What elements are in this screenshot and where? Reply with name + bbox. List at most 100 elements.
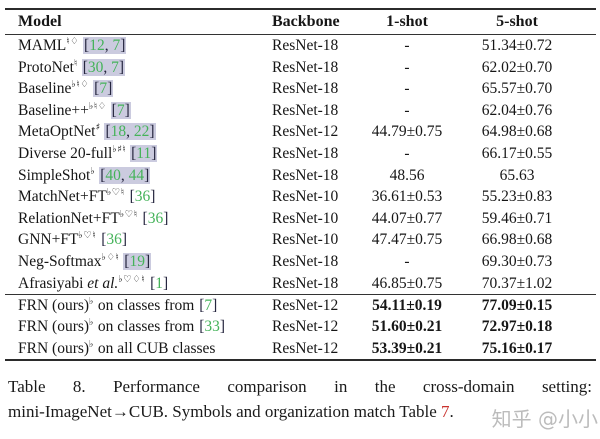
citation-number: 22 bbox=[133, 123, 150, 141]
citation-number: 11 bbox=[136, 144, 152, 162]
citation-bracket: ] bbox=[121, 231, 128, 249]
backbone-cell: ResNet-18 bbox=[272, 36, 339, 54]
citation-link[interactable]: [36] bbox=[142, 210, 170, 227]
citation-number: 19 bbox=[129, 252, 145, 270]
backbone-cell: ResNet-12 bbox=[272, 318, 339, 336]
table-row: ProtoNet♮ [30, 7] ResNet-18 - 62.02±0.70 bbox=[5, 57, 596, 79]
citation-bracket: [ bbox=[84, 36, 90, 54]
caption-line-2-period: . bbox=[449, 401, 454, 421]
citation-link[interactable]: [7] bbox=[93, 80, 114, 98]
citation-number: 36 bbox=[106, 231, 122, 249]
column-header-model: Model bbox=[18, 12, 62, 30]
five-shot-cell: 70.37±1.02 bbox=[481, 274, 553, 292]
caption-table-ref-link[interactable]: 7 bbox=[441, 401, 450, 421]
model-name: Baseline bbox=[18, 80, 72, 98]
citation-link[interactable]: [40, 44] bbox=[99, 166, 151, 184]
table-row: FRN (ours)♭ on classes from [33] ResNet-1… bbox=[5, 317, 596, 338]
model-name: Afrasiyabi bbox=[18, 274, 88, 292]
backbone-cell: ResNet-18 bbox=[272, 101, 339, 119]
five-shot-cell: 62.04±0.76 bbox=[481, 101, 553, 119]
citation-bracket: [ bbox=[142, 209, 148, 227]
model-name: RelationNet+FT bbox=[18, 209, 120, 227]
model-suffix-text: on classes from bbox=[94, 297, 195, 315]
citation-bracket: , bbox=[120, 166, 129, 184]
table-row: Diverse 20-full♭♯♮ [11] ResNet-18 - 66.17±0… bbox=[5, 143, 596, 165]
citation-bracket: [ bbox=[105, 123, 111, 141]
citation-bracket: ] bbox=[163, 274, 169, 292]
model-cell: MAML♮♢ [12, 7] bbox=[5, 37, 267, 55]
citation-bracket: ] bbox=[144, 252, 151, 270]
backbone-cell: ResNet-18 bbox=[272, 274, 339, 292]
one-shot-cell: - bbox=[404, 80, 410, 98]
model-cell: FRN (ours)♭ on all CUB classes bbox=[5, 339, 267, 358]
model-cell: SimpleShot♭ [40, 44] bbox=[5, 166, 267, 185]
model-cell: Diverse 20-full♭♯♮ [11] bbox=[5, 145, 267, 163]
table-row: Neg-Softmax♭♢♮ [19] ResNet-18 - 69.30±0.73 bbox=[5, 251, 596, 273]
citation-link[interactable]: [30, 7] bbox=[81, 58, 126, 76]
citation-bracket: ] bbox=[118, 58, 125, 76]
five-shot-cell: 65.63 bbox=[499, 166, 535, 184]
backbone-cell: ResNet-18 bbox=[272, 166, 339, 184]
citation-number: 7 bbox=[116, 101, 125, 119]
citation-link[interactable]: [36] bbox=[129, 188, 157, 205]
citation-bracket: [ bbox=[199, 297, 205, 315]
citation-link[interactable]: [36] bbox=[100, 231, 128, 248]
five-shot-cell: 65.57±0.70 bbox=[481, 80, 553, 98]
one-shot-cell: - bbox=[404, 36, 410, 54]
caption-line-2: mini-ImageNet→CUB. Symbols and organizat… bbox=[8, 400, 592, 425]
citation-link[interactable]: [7] bbox=[198, 297, 218, 314]
model-superscript-symbols: ♭♡♮ bbox=[78, 230, 97, 242]
model-superscript-symbols: ♮♢ bbox=[66, 35, 80, 47]
model-name: FRN (ours) bbox=[18, 318, 90, 336]
citation-link[interactable]: [1] bbox=[149, 275, 169, 292]
model-superscript-symbols: ♭ bbox=[89, 296, 95, 308]
table-rule-top bbox=[5, 8, 596, 10]
model-name-italic: et al. bbox=[87, 274, 119, 292]
citation-link[interactable]: [33] bbox=[198, 318, 226, 335]
citation-link[interactable]: [18, 22] bbox=[104, 123, 156, 141]
model-name: FRN (ours) bbox=[18, 339, 90, 357]
model-name: FRN (ours) bbox=[18, 297, 90, 315]
table-row: RelationNet+FT♭♡♮ [36] ResNet-10 44.07±0.7… bbox=[5, 208, 596, 230]
citation-bracket: [ bbox=[100, 166, 106, 184]
citation-link[interactable]: [12, 7] bbox=[83, 36, 127, 54]
model-superscript-symbols: ♭♯♮ bbox=[112, 143, 127, 155]
citation-bracket: [ bbox=[111, 101, 117, 119]
citation-number: 7 bbox=[112, 36, 121, 54]
citation-bracket: [ bbox=[82, 58, 88, 76]
table-rule-midrule bbox=[5, 294, 596, 296]
citation-number: 33 bbox=[204, 318, 220, 336]
citation-bracket: [ bbox=[124, 252, 130, 270]
citation-link[interactable]: [7] bbox=[110, 101, 131, 119]
model-cell: Neg-Softmax♭♢♮ [19] bbox=[5, 253, 267, 271]
backbone-cell: ResNet-10 bbox=[272, 209, 339, 227]
citation-bracket: ] bbox=[212, 297, 218, 315]
table-caption: Table 8. Performance comparison in the c… bbox=[8, 375, 592, 424]
citation-link[interactable]: [11] bbox=[130, 144, 158, 162]
model-name: ProtoNet bbox=[18, 58, 74, 76]
model-name: MatchNet+FT bbox=[18, 188, 107, 206]
five-shot-cell: 62.02±0.70 bbox=[481, 58, 553, 76]
table-row: Baseline++♭♮♢ [7] ResNet-18 - 62.04±0.76 bbox=[5, 100, 596, 122]
model-superscript-symbols: ♭♡♮ bbox=[106, 187, 125, 199]
table-header-row: Model Backbone 1-shot 5-shot bbox=[5, 10, 596, 35]
citation-link[interactable]: [19] bbox=[123, 252, 152, 270]
model-name: Diverse 20-full bbox=[18, 144, 113, 162]
table-row: MatchNet+FT♭♡♮ [36] ResNet-10 36.61±0.53 55… bbox=[5, 186, 596, 208]
table-row: SimpleShot♭ [40, 44] ResNet-18 48.56 65.63 bbox=[5, 165, 596, 187]
model-name: MAML bbox=[18, 36, 67, 54]
one-shot-cell: 51.60±0.21 bbox=[371, 318, 443, 336]
five-shot-cell: 75.16±0.17 bbox=[481, 339, 553, 357]
backbone-cell: ResNet-18 bbox=[272, 252, 339, 270]
table-row: MAML♮♢ [12, 7] ResNet-18 - 51.34±0.72 bbox=[5, 35, 596, 57]
five-shot-cell: 66.17±0.55 bbox=[481, 144, 553, 162]
table-row: FRN (ours)♭ on classes from [7] ResNet-12… bbox=[5, 295, 596, 316]
model-cell: ProtoNet♮ [30, 7] bbox=[5, 58, 267, 77]
model-superscript-symbols: ♭♡♮ bbox=[119, 208, 138, 220]
model-cell: GNN+FT♭♡♮ [36] bbox=[5, 231, 267, 249]
citation-bracket: , bbox=[103, 58, 112, 76]
model-superscript-symbols: ♭♡♢♮ bbox=[118, 273, 146, 285]
model-cell: MatchNet+FT♭♡♮ [36] bbox=[5, 188, 267, 206]
model-superscript-symbols: ♭ bbox=[89, 317, 95, 329]
